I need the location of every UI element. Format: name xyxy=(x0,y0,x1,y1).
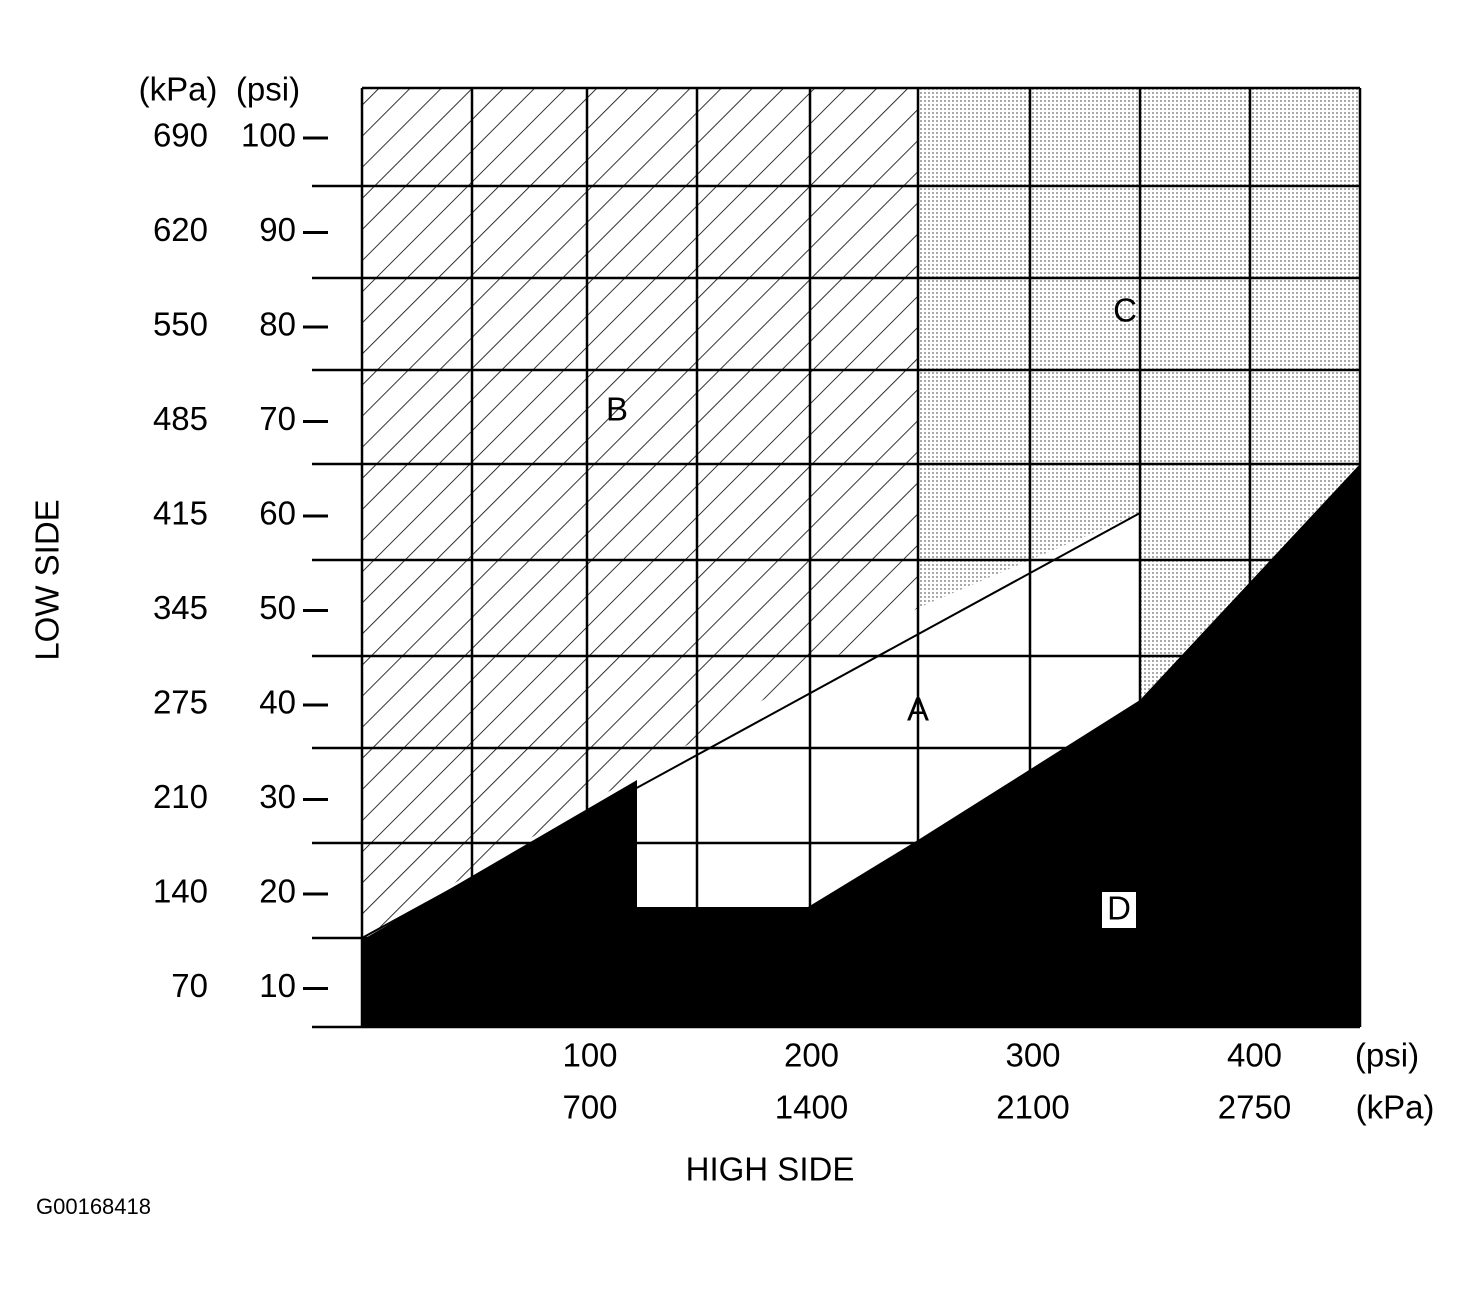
y-tick-label: 50 xyxy=(259,589,296,626)
x-tick-label: 300 xyxy=(1005,1037,1060,1074)
x-tick-label: 100 xyxy=(562,1037,617,1074)
y-tick-label: 90 xyxy=(259,211,296,248)
y-tick-label: 60 xyxy=(259,495,296,532)
y-tick-label: 140 xyxy=(153,873,208,910)
y-tick-label: 70 xyxy=(171,967,208,1004)
y-tick-label: 275 xyxy=(153,684,208,721)
y-tick-label: 10 xyxy=(259,967,296,1004)
figure-id: G00168418 xyxy=(36,1194,151,1219)
y-tick-label: 550 xyxy=(153,306,208,343)
region-label: A xyxy=(907,691,929,728)
region-label: C xyxy=(1113,292,1137,329)
unit-label: (kPa) xyxy=(139,71,218,108)
x-tick-label: 1400 xyxy=(775,1089,848,1126)
y-tick-label: 20 xyxy=(259,873,296,910)
y-tick-label: 210 xyxy=(153,778,208,815)
unit-label: (psi) xyxy=(236,71,300,108)
region-b xyxy=(362,88,918,938)
region-d xyxy=(362,464,1360,1027)
label-box xyxy=(1102,892,1136,928)
axis-title: LOW SIDE xyxy=(29,499,66,660)
unit-label: (kPa) xyxy=(1356,1089,1435,1126)
y-tick-label: 40 xyxy=(259,684,296,721)
unit-label: (psi) xyxy=(1355,1037,1419,1074)
y-tick-label: 100 xyxy=(241,117,296,154)
y-tick-label: 30 xyxy=(259,778,296,815)
y-tick-label: 80 xyxy=(259,306,296,343)
tick-labels: 690 100 620 90 550 80 485 70 415 60 345 50 275 40 210 3… xyxy=(153,117,1291,1126)
region-label: D xyxy=(1107,890,1131,927)
x-tick-label: 2100 xyxy=(996,1089,1069,1126)
y-tick-label: 690 xyxy=(153,117,208,154)
axis-title: HIGH SIDE xyxy=(686,1151,855,1188)
x-tick-label: 700 xyxy=(562,1089,617,1126)
y-tick-label: 345 xyxy=(153,589,208,626)
y-tick-label: 620 xyxy=(153,211,208,248)
region-label: B xyxy=(606,391,628,428)
y-tick-label: 415 xyxy=(153,495,208,532)
x-tick-label: 400 xyxy=(1227,1037,1282,1074)
y-tick-label: 485 xyxy=(153,400,208,437)
x-tick-label: 200 xyxy=(784,1037,839,1074)
x-tick-label: 2750 xyxy=(1218,1089,1291,1126)
y-tick-label: 70 xyxy=(259,400,296,437)
